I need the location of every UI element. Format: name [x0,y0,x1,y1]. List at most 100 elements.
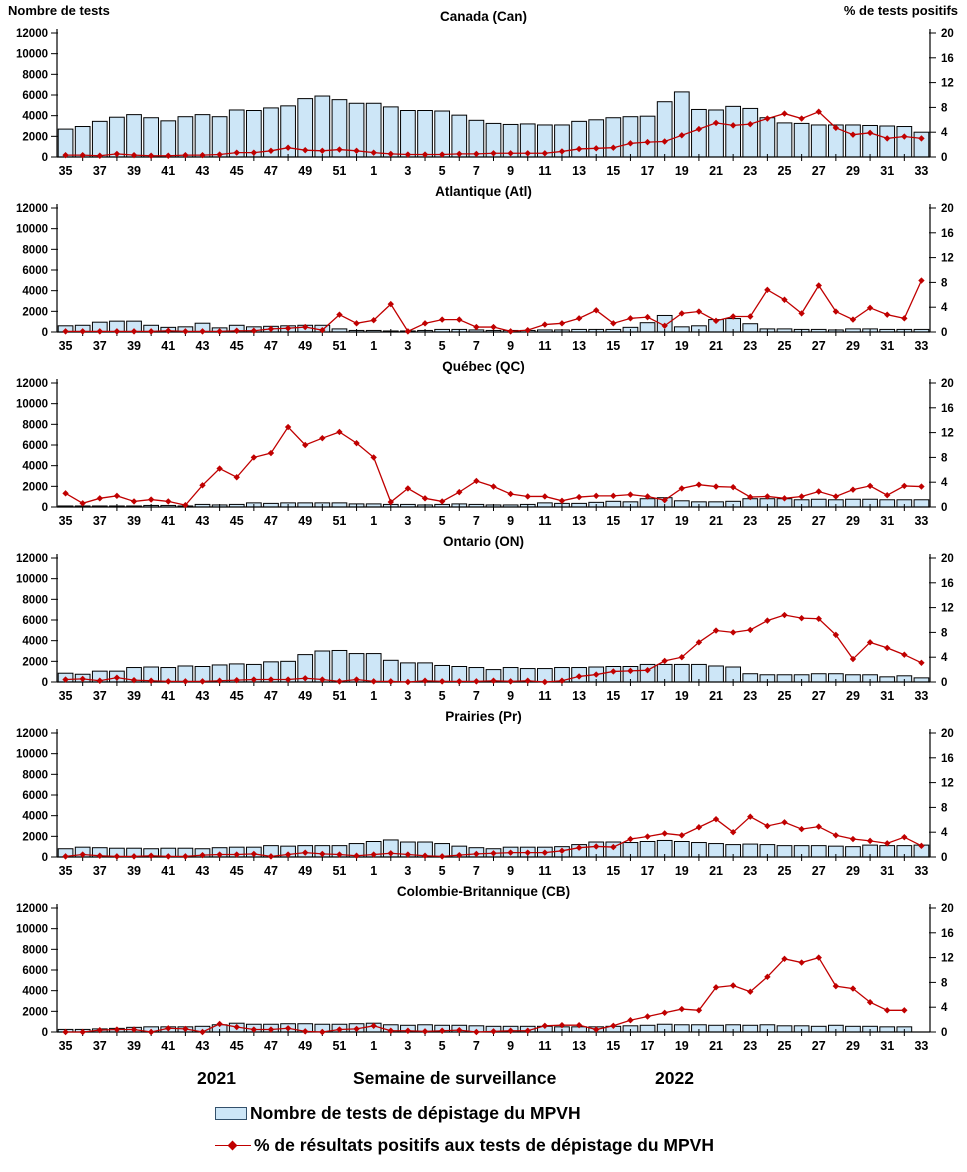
svg-text:37: 37 [93,1039,107,1053]
svg-text:19: 19 [675,689,689,703]
panel-canada: Canada (Can) 0 2000 4000 6000 8000 10000 12000… [0,8,967,183]
svg-text:43: 43 [196,164,210,178]
svg-text:20: 20 [941,28,954,40]
svg-text:51: 51 [332,689,346,703]
svg-text:2000: 2000 [22,656,48,668]
svg-text:23: 23 [743,164,757,178]
svg-text:25: 25 [778,164,792,178]
svg-text:7: 7 [473,164,480,178]
svg-text:21: 21 [709,339,723,353]
svg-text:0: 0 [42,502,48,514]
legend-item-positivity: % de résultats positifs aux tests de dép… [215,1132,714,1158]
svg-text:35: 35 [59,864,73,878]
svg-text:4000: 4000 [22,286,48,298]
panel-atlantique: Atlantique (Atl) 0 2000 4000 6000 8000 10000 1… [0,183,967,358]
svg-text:15: 15 [606,689,620,703]
svg-text:9: 9 [507,164,514,178]
svg-text:1: 1 [370,339,377,353]
chart-title: Prairies (Pr) [445,709,522,724]
svg-text:19: 19 [675,864,689,878]
svg-text:1: 1 [370,514,377,528]
left-axis-header: Nombre de tests [8,3,110,18]
svg-text:23: 23 [743,689,757,703]
svg-text:4000: 4000 [22,111,48,123]
svg-text:10000: 10000 [16,399,48,411]
svg-text:31: 31 [880,514,894,528]
svg-text:33: 33 [914,689,928,703]
chart-title: Atlantique (Atl) [435,184,532,199]
svg-text:9: 9 [507,1039,514,1053]
svg-text:4: 4 [941,302,948,314]
svg-text:33: 33 [914,514,928,528]
svg-text:29: 29 [846,864,860,878]
svg-text:4: 4 [941,127,948,139]
svg-text:47: 47 [264,1039,278,1053]
svg-text:4: 4 [941,477,948,489]
svg-text:4: 4 [941,827,948,839]
svg-text:29: 29 [846,339,860,353]
svg-text:13: 13 [572,339,586,353]
svg-text:17: 17 [641,689,655,703]
chart-title: Canada (Can) [439,9,527,24]
svg-text:13: 13 [572,689,586,703]
svg-text:47: 47 [264,864,278,878]
svg-text:43: 43 [196,514,210,528]
svg-text:35: 35 [59,1039,73,1053]
svg-text:33: 33 [914,164,928,178]
svg-text:17: 17 [641,514,655,528]
svg-text:25: 25 [778,689,792,703]
svg-text:16: 16 [941,403,954,415]
svg-text:49: 49 [298,689,312,703]
svg-text:19: 19 [675,514,689,528]
svg-text:6000: 6000 [22,965,48,977]
svg-text:31: 31 [880,864,894,878]
svg-text:12: 12 [941,953,954,965]
svg-text:1: 1 [370,164,377,178]
svg-text:0: 0 [941,152,947,164]
svg-text:23: 23 [743,864,757,878]
svg-text:45: 45 [230,164,244,178]
svg-text:6000: 6000 [22,90,48,102]
svg-text:11: 11 [538,164,551,178]
svg-text:51: 51 [332,514,346,528]
svg-text:20: 20 [941,553,954,565]
svg-text:45: 45 [230,689,244,703]
svg-text:45: 45 [230,864,244,878]
svg-text:39: 39 [127,164,141,178]
svg-text:3: 3 [404,164,411,178]
svg-text:8: 8 [941,802,948,814]
svg-text:37: 37 [93,339,107,353]
svg-text:10000: 10000 [16,924,48,936]
svg-text:27: 27 [812,339,826,353]
svg-text:11: 11 [538,339,551,353]
svg-text:23: 23 [743,514,757,528]
svg-text:1: 1 [370,864,377,878]
svg-text:6000: 6000 [22,265,48,277]
svg-text:9: 9 [507,339,514,353]
svg-text:21: 21 [709,164,723,178]
svg-text:8000: 8000 [22,244,48,256]
svg-text:0: 0 [941,677,947,689]
svg-text:3: 3 [404,514,411,528]
svg-text:0: 0 [941,502,947,514]
svg-text:4000: 4000 [22,461,48,473]
svg-text:7: 7 [473,689,480,703]
legend-label-tests: Nombre de tests de dépistage du MPVH [250,1102,581,1123]
panel-colombie-britannique: Colombie-Britannique (CB) 0 2000 4000 6000 8… [0,883,967,1058]
svg-text:12: 12 [941,603,954,615]
svg-text:2000: 2000 [22,1006,48,1018]
svg-text:0: 0 [42,152,48,164]
svg-text:45: 45 [230,1039,244,1053]
svg-text:43: 43 [196,864,210,878]
svg-text:35: 35 [59,164,73,178]
svg-text:2000: 2000 [22,306,48,318]
svg-text:47: 47 [264,339,278,353]
svg-text:12000: 12000 [16,28,48,40]
svg-text:15: 15 [606,864,620,878]
svg-text:29: 29 [846,514,860,528]
svg-text:41: 41 [161,514,175,528]
svg-text:3: 3 [404,339,411,353]
